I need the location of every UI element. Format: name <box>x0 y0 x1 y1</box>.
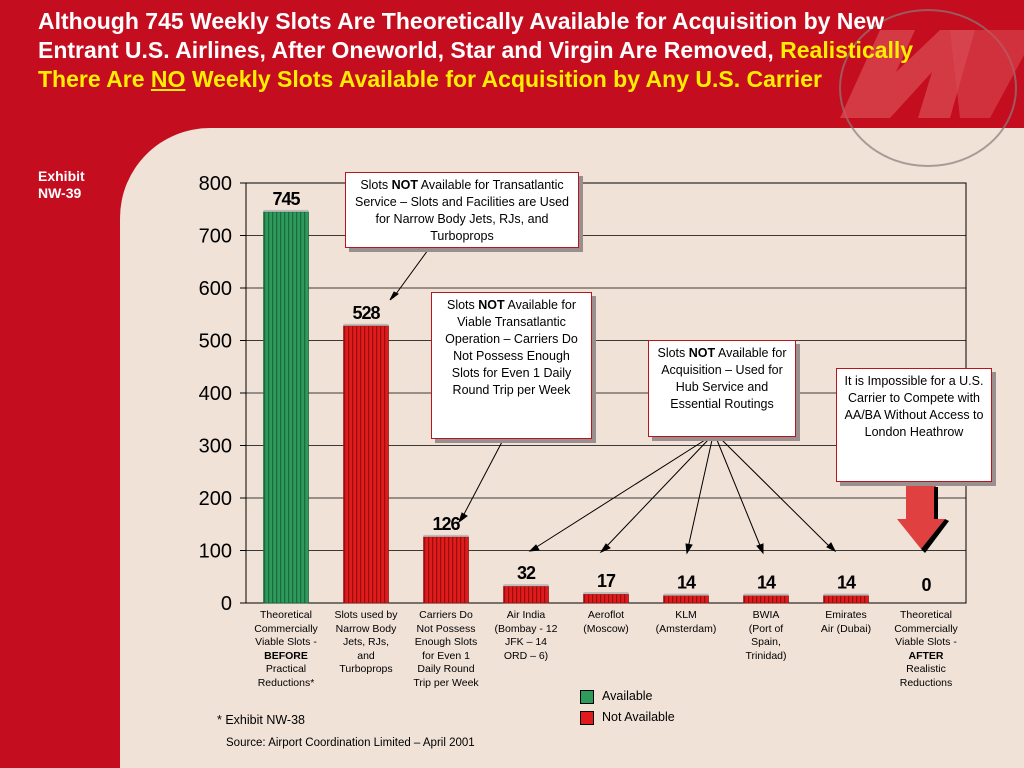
title-emphasis-no: NO <box>150 66 186 92</box>
category-label: Theoretical Commercially Viable Slots - AFT… <box>894 609 958 689</box>
bar <box>263 211 309 604</box>
y-tick-label: 600 <box>199 278 232 300</box>
value-label: 126 <box>432 514 460 534</box>
bar <box>503 585 549 604</box>
bars <box>263 209 869 604</box>
callout-narrow-body: Slots NOT Available for Transatlantic Se… <box>345 172 579 248</box>
title-highlight-2: Weekly Slots Available for Acquisition b… <box>191 66 822 92</box>
title-part-1: Although 745 Weekly Slots Are Theoretica… <box>38 8 885 63</box>
y-tick-label: 400 <box>199 383 232 405</box>
bar-top <box>343 323 389 326</box>
exhibit-line-1: Exhibit <box>38 168 85 184</box>
callout-heathrow: It is Impossible for a U.S. Carrier to C… <box>836 368 992 482</box>
bar-top <box>423 534 469 537</box>
y-tick-label: 200 <box>199 488 232 510</box>
y-tick-label: 800 <box>199 173 232 195</box>
footnote: * Exhibit NW-38 <box>217 713 305 727</box>
bar-top <box>263 209 309 212</box>
callout-arrows <box>389 249 837 555</box>
bar <box>743 595 789 604</box>
corner-curve <box>120 128 210 218</box>
bar <box>423 536 469 604</box>
title-highlight-1: Realistically There Are <box>38 37 914 92</box>
y-tick-label: 700 <box>199 226 232 248</box>
legend-swatch-available <box>580 690 594 704</box>
value-label: 17 <box>597 571 616 591</box>
legend-label-not-available: Not Available <box>602 710 675 724</box>
bar-top <box>823 593 869 596</box>
bar-top <box>503 584 549 587</box>
value-label: 14 <box>837 573 856 593</box>
value-labels: 745 528 126 32 17 14 14 14 0 <box>272 189 932 595</box>
airline-logo <box>839 9 1024 167</box>
exhibit-line-2: NW-39 <box>38 185 82 201</box>
y-tick-label: 100 <box>199 541 232 563</box>
bar <box>823 595 869 604</box>
category-label: Emirates Air (Dubai) <box>820 609 872 635</box>
value-label: 745 <box>272 189 300 209</box>
value-label: 14 <box>757 573 776 593</box>
source-note: Source: Airport Coordination Limited – A… <box>226 737 475 749</box>
category-label: Slots used by Narrow Body Jets, RJs, and Tur… <box>334 609 398 675</box>
callout-round-trip: Slots NOT Available for Viable Transatla… <box>431 292 592 439</box>
y-axis-ticks: 0 100 200 300 400 500 600 700 800 <box>199 173 232 615</box>
category-label: BWIA (Port of Spain, Trinidad) <box>745 609 787 662</box>
y-tick-label: 300 <box>199 436 232 458</box>
bar <box>663 595 709 604</box>
category-label: Aeroflot (Moscow) <box>583 609 629 635</box>
value-label: 0 <box>921 575 931 595</box>
bar <box>583 593 629 604</box>
legend-label-available: Available <box>602 689 653 703</box>
category-label: Theoretical Commercially Viable Slots - BEF… <box>254 609 318 689</box>
bar-top <box>663 593 709 596</box>
bar-top <box>743 593 789 596</box>
category-label: KLM (Amsterdam) <box>655 609 717 635</box>
exhibit-label: Exhibit NW-39 <box>38 168 85 202</box>
callout-hub-service: Slots NOT Available for Acquisition – Us… <box>648 340 796 437</box>
value-label: 32 <box>517 563 536 583</box>
value-label: 14 <box>677 573 696 593</box>
value-label: 528 <box>352 303 380 323</box>
category-label: Air India (Bombay - 12 JFK – 14 ORD – 6) <box>494 609 558 662</box>
category-label: Carriers Do Not Possess Enough Slots for Ev… <box>413 609 479 689</box>
y-tick-label: 0 <box>221 593 232 615</box>
page-title: Although 745 Weekly Slots Are Theoretica… <box>38 7 938 94</box>
left-band <box>0 128 120 768</box>
y-tick-label: 500 <box>199 331 232 353</box>
bar <box>343 325 389 604</box>
bar-top <box>583 592 629 595</box>
down-arrow-icon <box>897 485 949 553</box>
legend-swatch-not-available <box>580 711 594 725</box>
